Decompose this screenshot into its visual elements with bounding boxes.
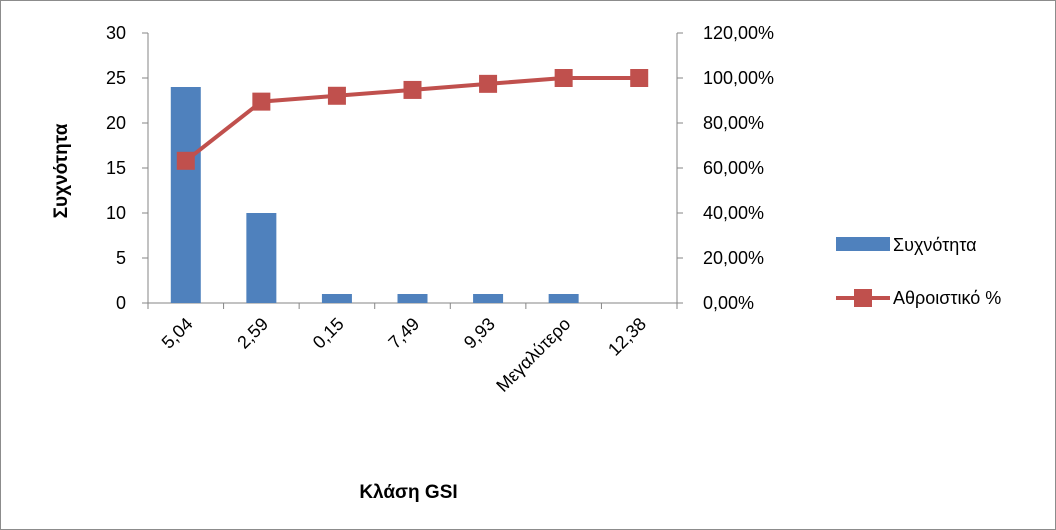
x-tick-label: 5,04 — [158, 314, 197, 353]
legend-label-line: Αθροιστικό % — [893, 288, 1001, 308]
bar — [321, 294, 352, 303]
bar — [473, 294, 504, 303]
legend-swatch-marker — [854, 289, 872, 307]
y-right-tick-label: 100,00% — [703, 68, 774, 88]
x-tick-label: 7,49 — [384, 314, 423, 353]
y-left-tick-label: 25 — [106, 68, 126, 88]
x-tick-label: 2,59 — [233, 314, 272, 353]
bar — [170, 87, 201, 303]
y-left-tick-label: 20 — [106, 113, 126, 133]
bar — [246, 213, 277, 303]
cumulative-marker — [403, 80, 422, 99]
y-left-tick-label: 0 — [116, 293, 126, 313]
y-left-tick-label: 15 — [106, 158, 126, 178]
cumulative-marker — [554, 69, 573, 87]
legend-swatch-bar — [836, 237, 890, 251]
y-left-tick-label: 30 — [106, 23, 126, 43]
cumulative-marker — [479, 74, 498, 93]
bar — [397, 294, 428, 303]
y-right-tick-label: 0,00% — [703, 293, 754, 313]
x-tick-label: 0,15 — [309, 314, 348, 353]
x-axis-title: Κλάση GSI — [359, 482, 457, 503]
legend-label-bar: Συχνότητα — [893, 235, 977, 255]
bar — [548, 294, 579, 303]
y-right-tick-label: 120,00% — [703, 23, 774, 43]
cumulative-marker — [327, 86, 346, 105]
cumulative-marker — [176, 151, 195, 170]
y-left-tick-label: 5 — [116, 248, 126, 268]
x-tick-label: 12,38 — [604, 314, 650, 360]
y-right-tick-label: 20,00% — [703, 248, 764, 268]
x-tick-label: Μεγαλύτερο — [492, 314, 574, 396]
legend: Συχνότητα Αθροιστικό % — [836, 235, 1001, 308]
y-right-tick-label: 60,00% — [703, 158, 764, 178]
y-right-tick-label: 80,00% — [703, 113, 764, 133]
y-left-tick-label: 10 — [106, 203, 126, 223]
y-axis-title: Συχνότητα — [51, 123, 72, 218]
x-tick-label: 9,93 — [460, 314, 499, 353]
cumulative-marker — [252, 92, 271, 111]
y-right-tick-label: 40,00% — [703, 203, 764, 223]
cumulative-marker — [630, 69, 649, 87]
plot-area: 0 5 10 15 20 25 30 0,00% 20,00% 40,00% 60,00% 80,00… — [106, 23, 774, 396]
